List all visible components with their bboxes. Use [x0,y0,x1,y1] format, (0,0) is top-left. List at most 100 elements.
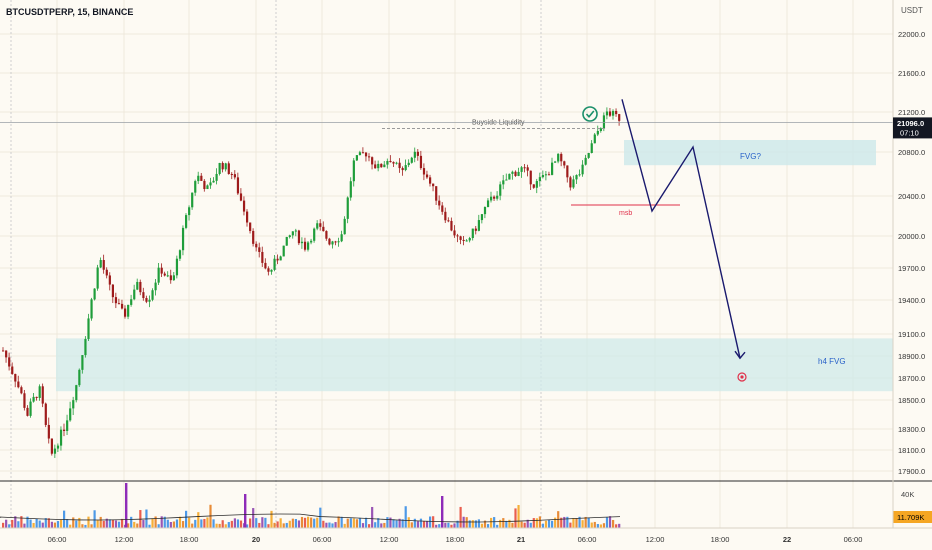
target-icon-center [740,375,744,379]
candle-body-54 [166,275,169,277]
volume-bar-177 [541,523,545,528]
volume-bar-129 [395,520,398,528]
candle-body-46 [142,292,145,299]
candle-body-130 [398,162,401,169]
volume-bar-59 [181,521,185,528]
price-tick-9: 20000.0 [898,232,925,241]
candle-body-122 [374,164,377,169]
candle-body-77 [236,177,240,194]
price-tick-5: 18900.0 [898,352,925,361]
currency-label: USDT [901,6,923,15]
volume-bar-43 [133,521,136,528]
candle-body-152 [465,240,468,242]
candle-body-193 [590,143,593,153]
candle-body-137 [419,155,423,169]
time-tick-2: 18:00 [180,535,199,544]
candle-body-11 [35,396,38,398]
price-tick-3: 18500.0 [898,396,925,405]
current-price-countdown: 07:10 [900,128,919,137]
volume-bar-132 [404,506,407,528]
volume-bar-120 [368,524,371,528]
volume-bar-178 [544,520,548,528]
volume-bar-161 [493,517,496,528]
volume-bar-159 [486,524,490,528]
volume-bar-174 [532,518,535,528]
price-tick-0: 17900.0 [898,467,925,476]
candle-body-159 [486,200,490,208]
candle-body-80 [246,211,249,223]
volume-bar-145 [444,522,447,528]
candle-body-74 [227,163,230,175]
candle-body-16 [50,438,53,454]
volume-bar-133 [407,517,410,528]
candle-body-153 [468,238,471,241]
volume-spike-1 [244,494,247,528]
candle-body-79 [242,200,246,212]
volume-bar-163 [499,519,502,528]
candle-body-4 [14,373,17,382]
volume-bar-56 [172,521,175,528]
candle-body-36 [111,284,114,298]
price-tick-6: 19100.0 [898,330,925,339]
candle-body-125 [383,164,386,168]
volume-bar-201 [615,524,618,528]
volume-bar-29 [90,524,93,528]
candle-body-192 [587,152,590,158]
candle-body-124 [380,163,383,168]
volume-bar-51 [157,524,160,528]
volume-bar-36 [111,520,114,528]
candle-body-107 [328,238,331,245]
candle-body-127 [389,160,392,163]
candle-body-189 [578,174,581,176]
candle-body-102 [313,228,316,241]
volume-bar-130 [398,518,401,528]
candle-body-42 [130,299,133,305]
volume-bar-19 [59,519,63,528]
volume-bar-21 [66,519,69,528]
volume-bar-142 [435,524,438,528]
candle-body-45 [139,281,142,293]
candle-body-100 [307,242,310,250]
volume-bar-27 [84,524,87,528]
volume-bar-98 [300,516,304,528]
volume-bar-69 [212,519,215,528]
volume-bar-34 [105,518,108,528]
volume-current-label: 11.709K [897,513,924,522]
target-icon [737,372,747,382]
candle-body-2 [8,357,11,367]
volume-bar-44 [136,523,139,528]
candle-body-82 [252,230,255,244]
candle-body-3 [11,366,14,374]
candle-body-64 [197,175,200,182]
time-tick-7: 21 [517,535,525,544]
buyside-liquidity-label: Buyside Liquidity [472,120,525,127]
candle-body-120 [368,156,371,158]
candle-body-85 [261,251,264,263]
volume-bar-200 [612,519,615,528]
candle-body-123 [377,163,380,169]
volume-ma-line [0,513,621,523]
candle-body-30 [93,288,96,300]
volume-bar-22 [69,524,72,528]
volume-bar-32 [99,516,102,528]
candle-body-121 [371,157,374,165]
candle-body-37 [114,297,118,304]
candle-body-32 [99,260,102,268]
volume-bar-127 [389,517,392,528]
candle-body-198 [605,111,609,116]
candle-body-51 [157,267,160,283]
candle-body-63 [194,181,197,193]
volume-bar-57 [175,519,179,528]
candle-body-119 [364,152,368,157]
candle-body-103 [316,223,319,229]
time-tick-4: 06:00 [313,535,332,544]
symbol-label: BTCUSDTPERP, 15, BINANCE [6,7,133,17]
volume-bar-158 [483,520,487,528]
volume-bar-11 [35,518,38,528]
projected-path [621,99,741,359]
candle-body-6 [20,387,23,394]
candle-body-15 [47,424,50,439]
volume-bar-118 [361,523,365,528]
candle-body-172 [526,167,529,171]
